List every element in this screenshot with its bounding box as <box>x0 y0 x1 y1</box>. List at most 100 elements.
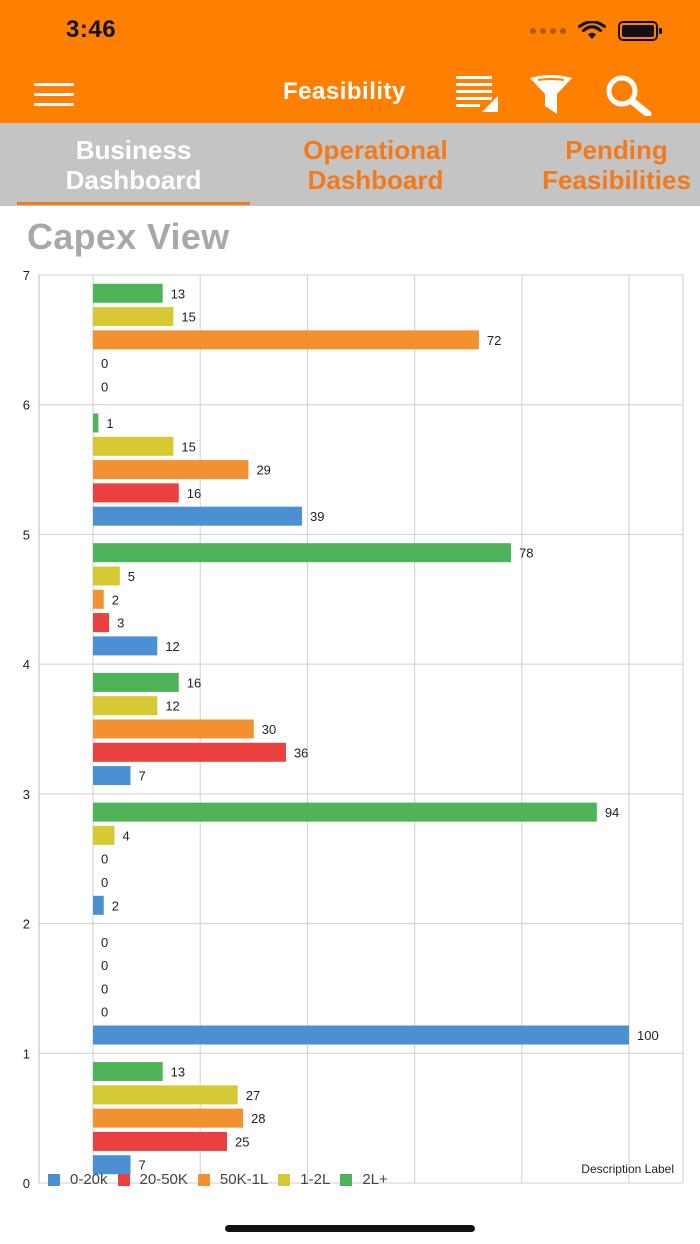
bar-value-label: 0 <box>101 981 108 996</box>
bar-value-label: 94 <box>605 805 619 820</box>
bar-value-label: 4 <box>122 828 129 843</box>
bar-value-label: 28 <box>251 1111 265 1126</box>
bar-value-label: 30 <box>262 722 276 737</box>
list-view-icon[interactable] <box>456 74 500 114</box>
bar-value-label: 2 <box>112 898 119 913</box>
bar-value-label: 15 <box>181 310 195 325</box>
bar-value-label: 27 <box>246 1088 260 1103</box>
bar-50K-1L <box>93 589 104 609</box>
bar-0-20k <box>93 636 158 656</box>
bar-value-label: 16 <box>187 675 201 690</box>
bar-1-2L <box>93 307 174 327</box>
search-icon[interactable] <box>604 74 652 116</box>
bar-value-label: 15 <box>181 439 195 454</box>
chart-description-label: Description Label <box>581 1162 674 1176</box>
bar-50K-1L <box>93 330 479 350</box>
bar-value-label: 2 <box>112 592 119 607</box>
filter-icon[interactable] <box>528 74 574 116</box>
bar-0-20k <box>93 766 131 786</box>
bar-value-label: 39 <box>310 509 324 524</box>
bar-value-label: 36 <box>294 745 308 760</box>
bar-0-20k <box>93 1025 629 1045</box>
legend-swatch <box>278 1173 291 1186</box>
bar-value-label: 5 <box>128 569 135 584</box>
tab-business-dashboard[interactable]: Business Dashboard <box>65 135 202 195</box>
bar-value-label: 100 <box>637 1028 659 1043</box>
bar-0-20k <box>93 1155 131 1175</box>
y-tick-label: 0 <box>23 1176 30 1191</box>
menu-button[interactable] <box>34 80 74 106</box>
bar-1-2L <box>93 566 120 586</box>
tab-operational-dashboard[interactable]: Operational Dashboard <box>303 135 448 195</box>
tab-pending-feasibilities[interactable]: Pending Feasibilities <box>542 135 691 195</box>
nav-bar: Feasibility <box>0 62 700 123</box>
legend-label: 50K-1L <box>219 1171 269 1188</box>
y-tick-label: 3 <box>23 787 30 802</box>
bar-20-50K <box>93 742 286 762</box>
bar-value-label: 0 <box>101 1005 108 1020</box>
bar-value-label: 78 <box>519 546 533 561</box>
legend-label: 0-20k <box>70 1171 108 1188</box>
bar-20-50K <box>93 613 110 633</box>
bar-value-label: 16 <box>187 486 201 501</box>
legend-item: 2L+ <box>340 1171 388 1188</box>
bar-1-2L <box>93 1085 238 1105</box>
bar-50K-1L <box>93 1108 244 1128</box>
bar-1-2L <box>93 825 115 845</box>
status-time: 3:46 <box>66 16 117 43</box>
battery-icon <box>618 21 662 41</box>
bar-value-label: 0 <box>101 379 108 394</box>
page-title: Feasibility <box>283 78 406 105</box>
capex-bar-chart: 0123456772528271310000002004947363012161… <box>23 268 684 1191</box>
legend-swatch <box>48 1173 60 1186</box>
bar-value-label: 12 <box>165 639 179 654</box>
bar-value-label: 13 <box>171 286 185 301</box>
bar-value-label: 7 <box>139 769 146 784</box>
bar-value-label: 29 <box>256 463 270 478</box>
bar-value-label: 0 <box>101 852 108 867</box>
bar-1-2L <box>93 696 158 716</box>
section-title: Capex View <box>27 216 230 257</box>
bar-value-label: 0 <box>101 935 108 950</box>
y-tick-label: 2 <box>23 917 30 932</box>
wifi-icon <box>578 21 606 39</box>
status-bar: 3:46 <box>0 0 700 62</box>
bar-0-20k <box>93 506 303 526</box>
bar-2L+ <box>93 543 512 563</box>
legend-item: 0-20k <box>48 1171 108 1188</box>
home-indicator <box>225 1225 475 1232</box>
legend-label: 1-2L <box>300 1171 331 1188</box>
legend-label: 2L+ <box>362 1171 388 1188</box>
bar-value-label: 0 <box>101 356 108 371</box>
legend-label: 20-50K <box>139 1171 188 1188</box>
legend-swatch <box>197 1173 210 1186</box>
bar-value-label: 3 <box>117 616 124 631</box>
bar-2L+ <box>93 283 163 303</box>
legend-item: 20-50K <box>117 1171 188 1188</box>
tab-bar: Business Dashboard Operational Dashboard… <box>0 123 700 206</box>
bar-20-50K <box>93 1131 227 1151</box>
cellular-signal-icon <box>530 28 566 34</box>
legend-swatch <box>340 1173 353 1186</box>
y-tick-label: 7 <box>23 268 30 283</box>
bar-2L+ <box>93 802 597 822</box>
bar-20-50K <box>93 483 179 503</box>
bar-value-label: 1 <box>106 416 113 431</box>
bar-value-label: 72 <box>487 333 501 348</box>
bar-value-label: 7 <box>139 1158 146 1173</box>
bar-2L+ <box>93 413 99 433</box>
bar-value-label: 12 <box>165 699 179 714</box>
legend-item: 50K-1L <box>197 1171 269 1188</box>
bar-2L+ <box>93 672 179 692</box>
status-icons <box>530 20 664 42</box>
y-tick-label: 5 <box>23 527 30 542</box>
active-tab-indicator <box>17 202 250 205</box>
bar-2L+ <box>93 1062 163 1082</box>
bar-50K-1L <box>93 719 254 739</box>
bar-value-label: 25 <box>235 1134 249 1149</box>
bar-value-label: 0 <box>101 958 108 973</box>
y-tick-label: 1 <box>23 1046 30 1061</box>
legend-swatch <box>117 1173 130 1186</box>
y-tick-label: 6 <box>23 398 30 413</box>
legend-item: 1-2L <box>278 1171 330 1188</box>
